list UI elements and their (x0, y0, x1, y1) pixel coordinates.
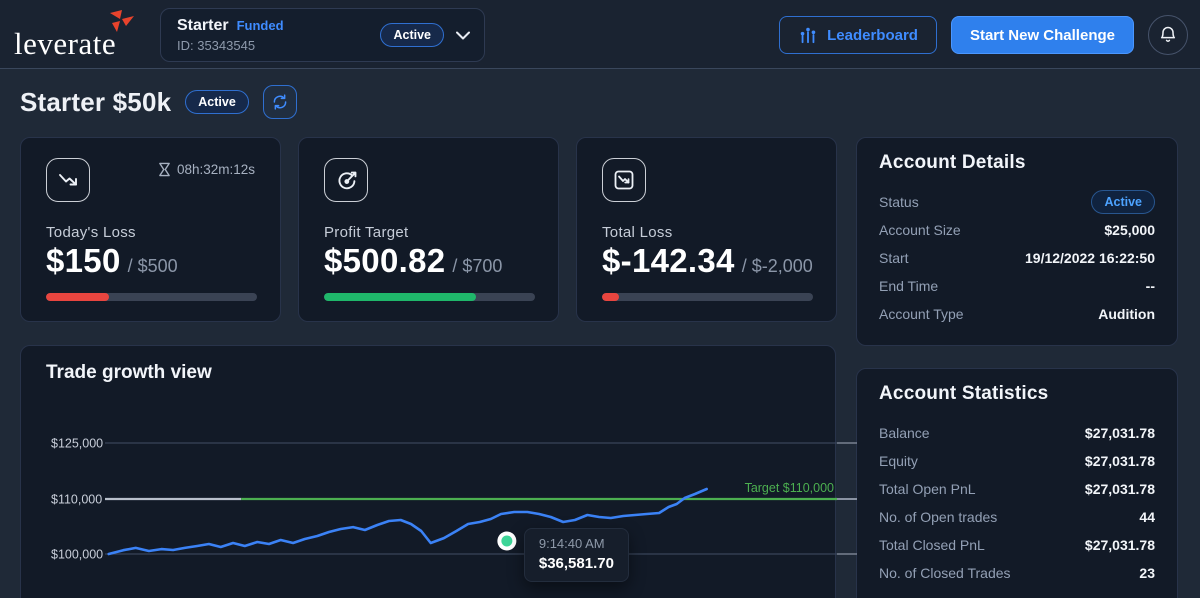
page-status-badge: Active (185, 89, 249, 115)
balance-line-series (107, 487, 709, 556)
detail-row: Account Type Audition (879, 306, 1155, 322)
progress-fill (46, 293, 110, 301)
metric-label: Profit Target (324, 224, 409, 241)
stat-row: Total Closed PnL $27,031.78 (879, 537, 1155, 553)
refresh-button[interactable] (262, 85, 297, 119)
detail-row: Account Size $25,000 (879, 222, 1155, 238)
trend-down-iconbox (46, 158, 90, 202)
account-selector[interactable]: Starter Funded ID: 35343545 Active (160, 8, 485, 62)
brand-propeller-icon (110, 10, 134, 32)
account-details-title: Account Details (879, 152, 1026, 173)
refresh-icon (273, 94, 287, 110)
account-statistics-title: Account Statistics (879, 383, 1049, 404)
progress-fill (602, 293, 619, 301)
status-badge: Active (1091, 189, 1155, 215)
account-statistics-panel: Account Statistics Balance $27,031.78 Equ… (856, 368, 1178, 598)
stat-row: Balance $27,031.78 (879, 425, 1155, 441)
stat-row: Equity $27,031.78 (879, 453, 1155, 469)
leaderboard-button[interactable]: Leaderboard (779, 16, 937, 54)
detail-row: Start 19/12/2022 16:22:50 (879, 250, 1155, 266)
account-name: Starter (177, 17, 229, 34)
metric-value: $-142.34 (602, 242, 735, 279)
hourglass-icon (159, 162, 170, 177)
leaderboard-icon (800, 27, 816, 44)
target-iconbox (324, 158, 368, 202)
y-axis-tick-label: $110,000 (51, 493, 102, 507)
start-new-challenge-button[interactable]: Start New Challenge (950, 16, 1134, 54)
metric-limit: / $-2,000 (741, 256, 813, 276)
trade-growth-card: Trade growth view $125,000 $110,000 $100,0… (20, 345, 857, 598)
brand-wordmark: leverate (14, 26, 117, 61)
bell-icon (1160, 26, 1176, 42)
metric-label: Today's Loss (46, 224, 136, 241)
leaderboard-label: Leaderboard (827, 26, 918, 44)
metric-value: $150 (46, 242, 121, 279)
tooltip-time: 9:14:40 AM (538, 536, 605, 552)
metric-limit: / $500 (127, 256, 178, 276)
start-new-challenge-label: Start New Challenge (969, 26, 1115, 44)
chevron-down-icon (456, 31, 470, 39)
marker-dot (501, 535, 513, 547)
account-selector-info: Starter Funded ID: 35343545 (177, 17, 284, 53)
total-loss-card: Total Loss $-142.34 / $-2,000 (576, 137, 837, 322)
account-status-badge: Active (380, 22, 444, 48)
y-axis-tick-label: $125,000 (51, 437, 103, 451)
chart-title: Trade growth view (46, 362, 212, 383)
stat-row: Total Open PnL $27,031.78 (879, 481, 1155, 497)
topbar: leverate Starter Funded ID: 35343545 Act… (0, 0, 1200, 69)
metric-value: $500.82 (324, 242, 446, 279)
progress-track (324, 293, 535, 301)
daily-timer: 08h:32m:12s (158, 162, 255, 177)
page-title: Starter $50k (20, 86, 172, 117)
progress-fill (324, 293, 476, 301)
todays-loss-card: 08h:32m:12s Today's Loss $150 / $500 (20, 137, 281, 322)
stat-row: No. of Closed Trades 23 (879, 565, 1155, 581)
metric-limit: / $700 (452, 256, 503, 276)
stat-row: No. of Open trades 44 (879, 509, 1155, 525)
profit-target-card: Profit Target $500.82 / $700 (298, 137, 559, 322)
tooltip-value: $36,581.70 (538, 555, 614, 573)
account-details-panel: Account Details Status Active Account Siz… (856, 137, 1178, 346)
metric-label: Total Loss (602, 224, 673, 241)
chart-tooltip: 9:14:40 AM $36,581.70 (523, 528, 629, 583)
chart-down-iconbox (602, 158, 646, 202)
chart-down-icon (614, 170, 634, 190)
y-axis-tick-label: $100,000 (51, 548, 103, 562)
target-line-label: Target $110,000 (745, 481, 834, 495)
page-header: Starter $50k Active (20, 85, 297, 119)
account-tier: Funded (236, 18, 284, 33)
detail-row: Status Active (879, 188, 1155, 216)
progress-track (46, 293, 257, 301)
detail-row: End Time -- (879, 278, 1155, 294)
trend-down-icon (59, 174, 77, 186)
daily-timer-value: 08h:32m:12s (176, 162, 255, 177)
progress-track (602, 293, 813, 301)
account-id: ID: 35343545 (177, 38, 256, 53)
target-icon (338, 171, 356, 189)
growth-chart-svg[interactable]: $125,000 $110,000 $100,000 Target $110,000 (21, 346, 861, 598)
brand-logo[interactable]: leverate (14, 10, 144, 62)
notifications-button[interactable] (1148, 15, 1188, 55)
